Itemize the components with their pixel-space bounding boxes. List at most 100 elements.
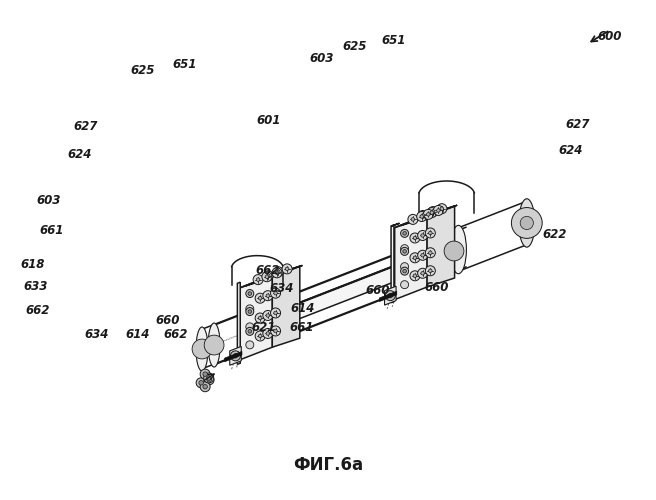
Circle shape [512, 208, 543, 238]
Circle shape [246, 290, 254, 298]
Circle shape [248, 292, 252, 296]
Circle shape [274, 311, 277, 314]
Polygon shape [272, 266, 300, 347]
Circle shape [437, 208, 440, 212]
Circle shape [444, 241, 464, 261]
Circle shape [410, 233, 420, 243]
Text: 601: 601 [256, 114, 281, 128]
Text: 661: 661 [39, 224, 64, 237]
Circle shape [413, 274, 417, 278]
Ellipse shape [208, 323, 220, 367]
Circle shape [246, 341, 254, 349]
Text: 614: 614 [291, 302, 316, 316]
Circle shape [234, 354, 237, 358]
Circle shape [421, 272, 424, 275]
Circle shape [401, 244, 409, 252]
Circle shape [272, 268, 282, 278]
Circle shape [388, 294, 392, 298]
Circle shape [263, 290, 273, 300]
Text: ФИГ.6а: ФИГ.6а [293, 456, 363, 474]
Circle shape [204, 335, 224, 355]
Circle shape [428, 251, 432, 254]
Text: 614: 614 [125, 328, 150, 340]
Polygon shape [395, 206, 455, 228]
Text: 633: 633 [23, 280, 48, 292]
Circle shape [274, 329, 277, 332]
Polygon shape [237, 282, 240, 364]
Circle shape [418, 250, 428, 260]
Polygon shape [395, 215, 427, 300]
Circle shape [403, 232, 407, 235]
Polygon shape [427, 206, 455, 287]
Circle shape [403, 250, 407, 253]
Circle shape [401, 248, 409, 256]
Circle shape [425, 266, 436, 276]
Circle shape [270, 308, 281, 318]
Text: 624: 624 [68, 148, 92, 160]
Text: 660: 660 [155, 314, 180, 326]
Polygon shape [401, 205, 457, 226]
Polygon shape [224, 352, 242, 362]
Circle shape [204, 373, 214, 383]
Circle shape [401, 262, 409, 270]
Circle shape [246, 323, 254, 331]
Circle shape [266, 274, 270, 278]
Circle shape [274, 292, 277, 295]
Circle shape [401, 280, 409, 288]
Circle shape [246, 308, 254, 316]
Text: 662: 662 [255, 264, 280, 278]
Polygon shape [240, 275, 272, 360]
Circle shape [258, 296, 262, 300]
Text: 621: 621 [251, 321, 276, 334]
Text: 660: 660 [365, 284, 390, 298]
Polygon shape [391, 224, 400, 226]
Text: 651: 651 [173, 58, 197, 70]
Circle shape [410, 253, 420, 263]
Circle shape [428, 269, 432, 272]
Text: 627: 627 [565, 118, 590, 132]
Ellipse shape [519, 199, 535, 247]
Circle shape [248, 310, 252, 314]
Polygon shape [246, 266, 302, 286]
Text: 603: 603 [36, 194, 61, 207]
Circle shape [277, 270, 280, 274]
Circle shape [428, 206, 438, 216]
Circle shape [263, 328, 273, 338]
Polygon shape [391, 225, 394, 302]
Circle shape [255, 331, 265, 341]
Text: 627: 627 [73, 120, 98, 132]
Text: 662: 662 [26, 304, 51, 318]
Circle shape [440, 207, 443, 210]
Polygon shape [230, 346, 241, 366]
Circle shape [425, 248, 436, 258]
Circle shape [258, 316, 262, 320]
Circle shape [420, 215, 424, 218]
Circle shape [270, 288, 281, 298]
Circle shape [266, 294, 270, 298]
Circle shape [437, 204, 447, 214]
Text: 662: 662 [163, 328, 188, 340]
Circle shape [255, 313, 265, 323]
Text: 634: 634 [270, 282, 295, 296]
Circle shape [430, 211, 434, 214]
Circle shape [263, 310, 273, 320]
Circle shape [421, 254, 424, 257]
Ellipse shape [451, 226, 466, 274]
Text: 624: 624 [558, 144, 583, 156]
Polygon shape [384, 286, 396, 305]
Circle shape [200, 382, 210, 392]
Circle shape [263, 270, 273, 280]
Circle shape [274, 267, 283, 277]
Circle shape [203, 372, 207, 376]
Text: 622: 622 [542, 228, 567, 240]
Polygon shape [379, 291, 397, 302]
Polygon shape [274, 262, 405, 312]
Circle shape [253, 274, 263, 284]
Circle shape [428, 231, 432, 234]
Circle shape [266, 332, 270, 335]
Circle shape [425, 228, 436, 238]
Circle shape [423, 210, 434, 220]
Text: 600: 600 [598, 30, 623, 43]
Text: 618: 618 [20, 258, 45, 272]
Text: 634: 634 [85, 328, 110, 340]
